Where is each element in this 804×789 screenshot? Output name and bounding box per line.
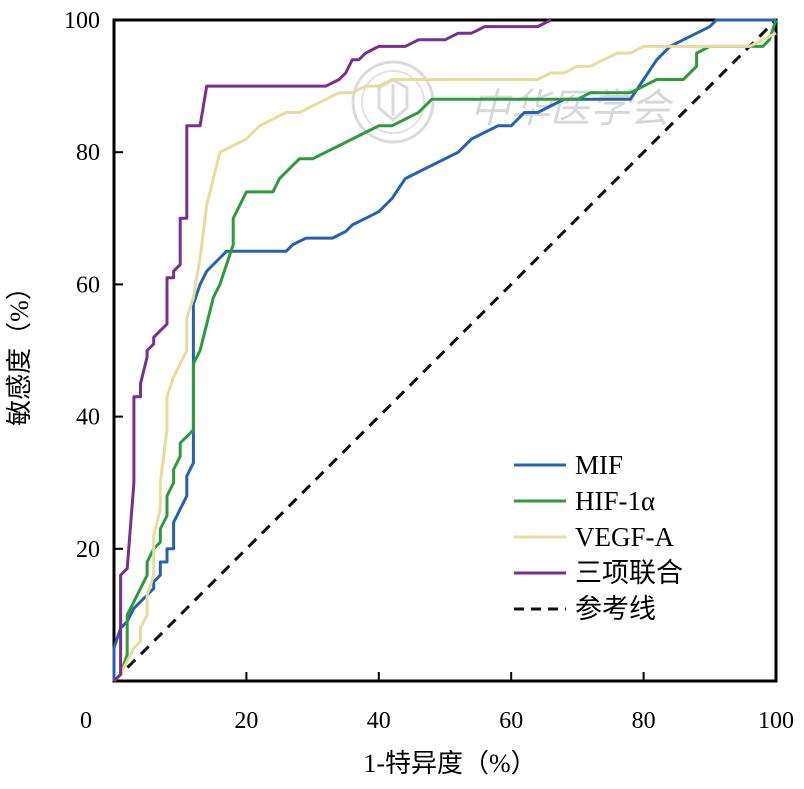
watermark: 中华医学会 — [351, 60, 674, 144]
x-axis-title: 1-特异度（%） — [363, 749, 536, 778]
x-tick-label: 100 — [758, 708, 794, 734]
x-tick-label: 40 — [367, 708, 391, 734]
y-tick-label: 60 — [76, 272, 100, 298]
legend-label: HIF-1α — [575, 486, 655, 516]
y-tick-label: 20 — [76, 537, 100, 563]
tick-layer: 0 20 40 60 80 100 20 40 60 80 100 — [64, 8, 794, 734]
series-line-3 — [112, 18, 552, 683]
x-tick-label: 0 — [80, 708, 92, 734]
x-tick-label: 60 — [499, 708, 523, 734]
x-tick-label: 80 — [632, 708, 656, 734]
plot-frame — [112, 18, 778, 683]
legend-label: MIF — [575, 450, 623, 480]
series-line-1 — [112, 19, 778, 683]
x-tick-label: 20 — [234, 708, 258, 734]
legend-label: VEGF-A — [575, 522, 674, 552]
legend-label: 三项联合 — [575, 558, 683, 588]
series-line-0 — [112, 18, 776, 681]
y-tick-label: 100 — [64, 8, 100, 34]
y-tick-label: 40 — [76, 405, 100, 431]
legend-label: 参考线 — [575, 594, 656, 624]
y-axis-title: 敏感度（%） — [5, 274, 34, 426]
watermark-seal-icon — [351, 60, 435, 144]
y-tick-label: 80 — [76, 140, 100, 166]
series-line-4 — [112, 18, 778, 683]
series-layer — [112, 18, 778, 683]
series-line-2 — [112, 31, 777, 683]
